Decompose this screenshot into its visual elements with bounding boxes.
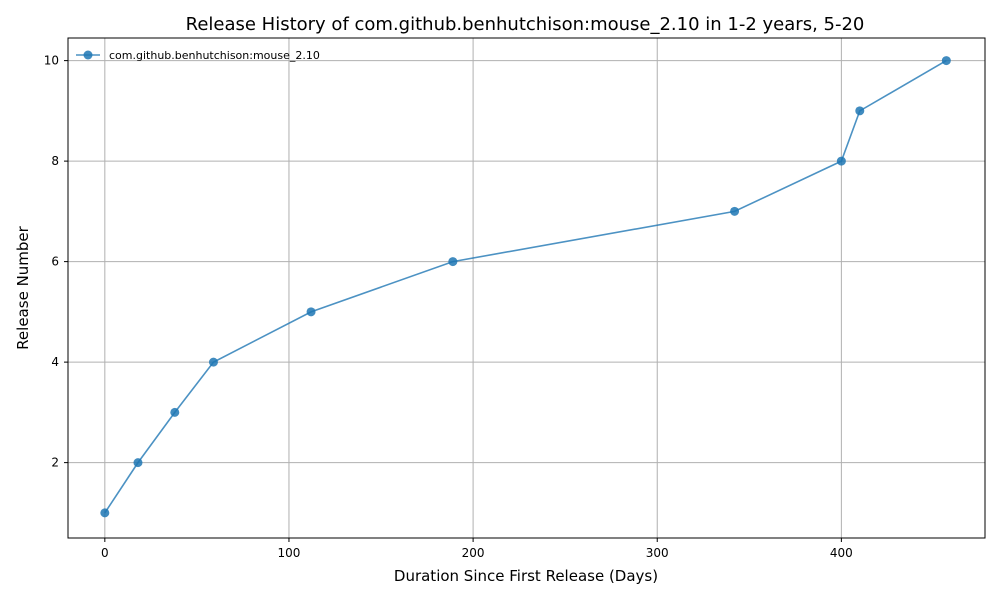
x-tick-label: 400	[830, 546, 853, 560]
data-point	[306, 307, 316, 317]
y-tick-label: 10	[44, 54, 59, 68]
plot-frame	[67, 37, 986, 539]
legend: com.github.benhutchison:mouse_2.10	[76, 49, 320, 62]
data-point	[730, 206, 740, 216]
series-line	[104, 59, 947, 514]
data-point	[855, 106, 865, 116]
x-tick-label: 0	[101, 546, 109, 560]
chart-title: Release History of com.github.benhutchis…	[186, 14, 865, 35]
legend-label: com.github.benhutchison:mouse_2.10	[109, 49, 320, 62]
data-point	[448, 257, 458, 267]
legend-marker	[83, 50, 93, 60]
y-axis-ticks: 2 4 6 8 10	[44, 54, 68, 470]
x-tick-label: 200	[462, 546, 485, 560]
series-layer	[100, 56, 951, 518]
y-tick-label: 4	[51, 355, 59, 369]
data-point	[836, 156, 846, 166]
x-axis-ticks: 0 100 200 300 400	[101, 538, 853, 560]
y-tick-label: 6	[51, 255, 59, 269]
data-point	[941, 56, 951, 66]
x-axis-label: Duration Since First Release (Days)	[394, 567, 658, 585]
data-point	[208, 357, 218, 367]
data-point	[170, 407, 180, 417]
x-tick-label: 100	[278, 546, 301, 560]
y-tick-label: 8	[51, 154, 59, 168]
y-tick-label: 2	[51, 456, 59, 470]
y-axis-label: Release Number	[14, 225, 32, 349]
data-point	[133, 458, 143, 468]
data-point	[100, 508, 110, 518]
grid-lines	[68, 38, 985, 538]
x-tick-label: 300	[646, 546, 669, 560]
